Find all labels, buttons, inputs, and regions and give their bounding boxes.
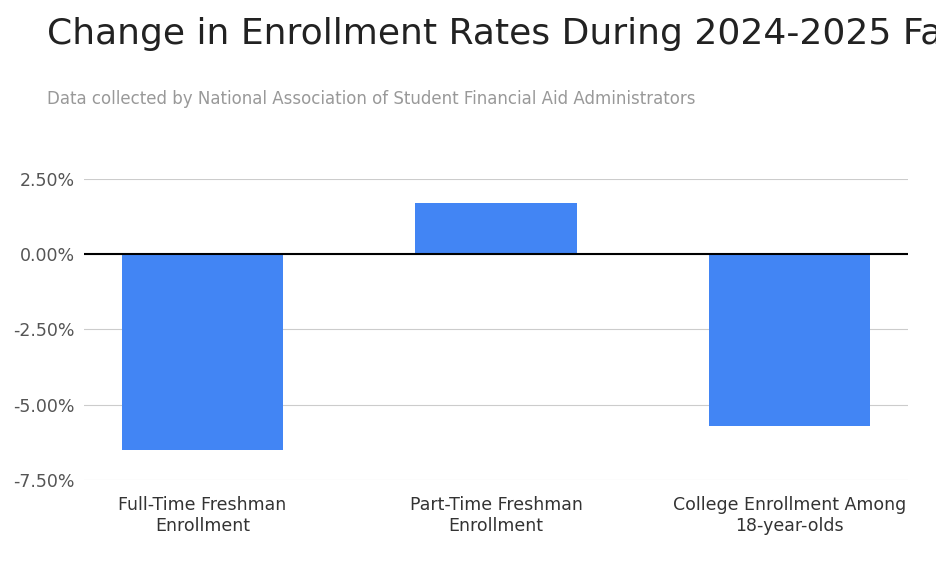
Bar [122, 254, 284, 450]
Bar [416, 203, 577, 254]
Bar [709, 254, 870, 425]
Text: Data collected by National Association of Student Financial Aid Administrators: Data collected by National Association o… [47, 90, 695, 108]
Text: Change in Enrollment Rates During 2024-2025 Fall Term: Change in Enrollment Rates During 2024-2… [47, 17, 936, 51]
